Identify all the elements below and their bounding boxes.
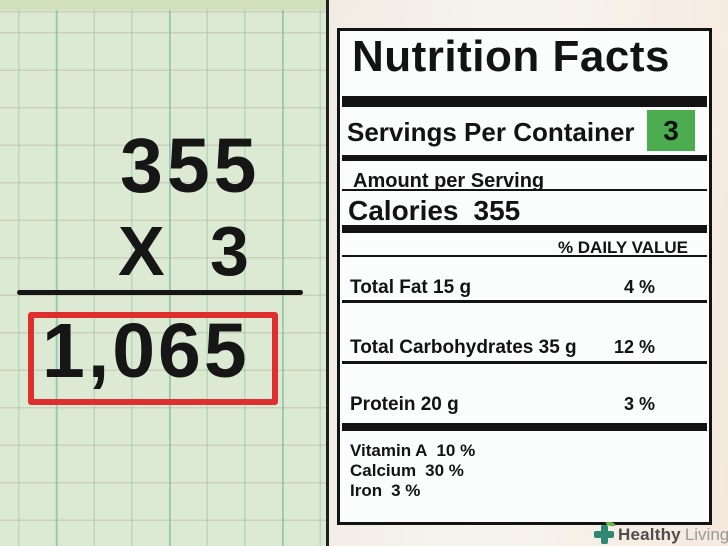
micronutrient-name: Calcium <box>350 461 417 480</box>
calories-label: Calories <box>348 195 459 226</box>
amount-per-serving-label: Amount per Serving <box>353 170 545 192</box>
multiplication-sign: X <box>118 212 165 290</box>
nutrient-name: Protein 20 g <box>350 394 459 415</box>
thick-separator-bar <box>342 423 707 431</box>
micronutrient-line: Iron 3 % <box>350 482 420 499</box>
brand-name-bold: Healthy <box>618 524 681 544</box>
nutrient-name: Total Fat 15 g <box>350 277 472 298</box>
calories-value: 355 <box>473 195 521 226</box>
daily-value-header: % DAILY VALUE <box>557 238 688 257</box>
nutrient-percent: 4 % <box>623 277 655 297</box>
nutrition-label: Nutrition Facts Servings Per Container 3… <box>337 28 712 525</box>
micronutrient-line: Calcium 30 % <box>350 462 464 479</box>
separator-line <box>342 255 707 257</box>
paper-top-edge <box>0 0 326 10</box>
calories-row: Calories 355 <box>348 197 520 225</box>
nutrition-title: Nutrition Facts <box>352 32 670 81</box>
product-result: 1,065 <box>42 308 250 394</box>
nutrient-percent: 12 % <box>613 337 655 357</box>
equals-line <box>17 290 303 295</box>
micronutrient-percent: 3 % <box>391 481 421 500</box>
health-cross-icon <box>593 519 616 545</box>
thick-separator-bar <box>342 96 707 107</box>
thick-separator-bar <box>342 225 707 233</box>
multiplier: 3 <box>210 212 249 290</box>
label-panel: Nutrition Facts Servings Per Container 3… <box>329 0 728 546</box>
micronutrient-name: Iron <box>350 481 383 500</box>
brand-watermark: Healthy Living <box>593 519 728 545</box>
graph-paper-panel: 355 X 3 1,065 <box>0 0 326 546</box>
nutrient-percent: 3 % <box>623 394 655 414</box>
separator-bar <box>342 155 707 161</box>
separator-line <box>342 300 707 303</box>
servings-label: Servings Per Container <box>347 117 635 147</box>
panel-divider <box>326 0 329 546</box>
micronutrient-name: Vitamin A <box>350 441 428 460</box>
nutrient-name: Total Carbohydrates 35 g <box>350 337 577 358</box>
multiplicand: 355 <box>120 123 261 209</box>
servings-value: 3 <box>663 114 679 146</box>
micronutrient-line: Vitamin A 10 % <box>350 442 475 459</box>
servings-badge: 3 <box>647 110 695 151</box>
separator-line <box>342 189 707 191</box>
separator-line <box>342 361 707 364</box>
micronutrient-percent: 10 % <box>436 441 476 460</box>
result-highlight-box <box>28 312 278 405</box>
micronutrient-percent: 30 % <box>425 461 464 480</box>
brand-name-light: Living <box>684 524 728 544</box>
